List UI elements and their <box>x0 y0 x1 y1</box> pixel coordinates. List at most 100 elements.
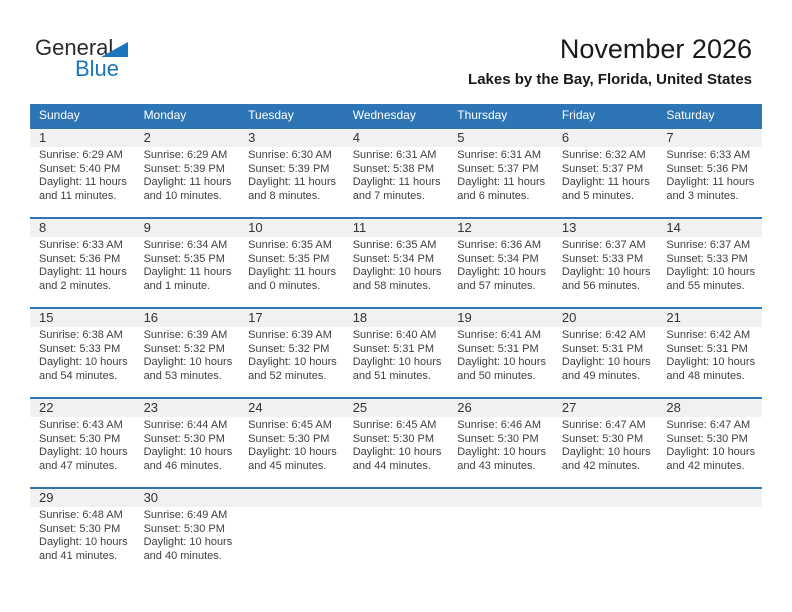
detail-line: Sunrise: 6:34 AM <box>143 239 228 251</box>
detail-line: Sunset: 5:35 PM <box>248 252 330 265</box>
detail-line: Sunset: 5:30 PM <box>352 432 435 445</box>
day-number: 19 <box>457 310 472 325</box>
detail-line: Daylight: 10 hours <box>666 446 756 458</box>
empty-day-cell <box>657 489 762 507</box>
detail-line: Sunrise: 6:33 AM <box>39 239 123 251</box>
weekday-header-friday: Friday <box>561 108 596 122</box>
day-cell-details: Sunrise: 6:29 AM Sunset: 5:40 PM Daylight:… <box>30 147 135 203</box>
detail-line: Daylight: 10 hours <box>457 446 546 458</box>
week-row-3: 15 16 17 18 19 20 21 Sunrise: 6:38 AM Sunset: 5:… <box>30 307 762 397</box>
title-block: November 2026 Lakes by the Bay, Florida,… <box>468 34 752 88</box>
detail-line: Sunrise: 6:35 AM <box>352 239 437 251</box>
day-number: 25 <box>352 400 368 415</box>
page-title: November 2026 <box>559 34 752 64</box>
day-cell-details: Sunrise: 6:33 AM Sunset: 5:36 PM Daylight:… <box>30 237 135 293</box>
week-row-1: 1 2 3 4 5 6 7 Sunrise: 6:29 AM Sunset: 5:40 PM Da… <box>30 127 762 217</box>
detail-line: Sunrise: 6:35 AM <box>248 239 332 251</box>
detail-line: Daylight: 11 hours <box>248 176 336 188</box>
day-cell-details: Sunrise: 6:45 AM Sunset: 5:30 PM Daylight:… <box>344 417 449 473</box>
detail-line: Daylight: 10 hours <box>39 536 128 548</box>
detail-line: Sunset: 5:31 PM <box>561 342 644 355</box>
detail-line: Daylight: 10 hours <box>561 446 651 458</box>
day-number: 5 <box>457 130 465 145</box>
detail-line: Sunrise: 6:48 AM <box>39 509 123 521</box>
detail-line: Sunrise: 6:45 AM <box>352 419 437 431</box>
day-number: 3 <box>248 130 256 145</box>
detail-line: and 41 minutes. <box>39 549 118 562</box>
detail-line: Sunset: 5:34 PM <box>457 252 539 265</box>
detail-line: Daylight: 11 hours <box>143 176 232 188</box>
day-cell-details: Sunrise: 6:45 AM Sunset: 5:30 PM Daylight:… <box>239 417 344 473</box>
detail-line: Sunrise: 6:29 AM <box>39 149 123 161</box>
detail-line: Sunset: 5:39 PM <box>248 162 330 175</box>
detail-line: Daylight: 10 hours <box>352 266 442 278</box>
detail-line: and 11 minutes. <box>39 189 117 202</box>
day-number: 21 <box>666 310 681 325</box>
detail-line: Daylight: 10 hours <box>143 446 233 458</box>
day-number: 22 <box>39 400 54 415</box>
detail-line: and 5 minutes. <box>561 189 634 202</box>
detail-line: Sunset: 5:31 PM <box>666 342 748 355</box>
day-number: 2 <box>143 130 151 145</box>
week-details-row: Sunrise: 6:33 AM Sunset: 5:36 PM Daylight:… <box>30 237 762 293</box>
detail-line: and 58 minutes. <box>352 279 431 292</box>
empty-day-cell <box>448 489 553 507</box>
calendar-grid: Sunday Monday Tuesday Wednesday Thursday Frid… <box>30 104 762 577</box>
detail-line: and 42 minutes. <box>561 459 641 472</box>
detail-line: Sunset: 5:35 PM <box>143 252 225 265</box>
detail-line: Sunrise: 6:38 AM <box>39 329 123 341</box>
day-number: 29 <box>39 490 54 505</box>
day-number: 4 <box>352 130 360 145</box>
day-number: 26 <box>457 400 472 415</box>
detail-line: Sunrise: 6:44 AM <box>143 419 228 431</box>
detail-line: Sunset: 5:33 PM <box>39 342 121 355</box>
detail-line: and 7 minutes. <box>352 189 425 202</box>
day-number-band: 29 30 <box>30 489 762 507</box>
detail-line: Sunset: 5:30 PM <box>39 432 121 445</box>
detail-line: Daylight: 11 hours <box>39 266 127 278</box>
detail-line: Sunrise: 6:42 AM <box>561 329 646 341</box>
day-cell-details: Sunrise: 6:37 AM Sunset: 5:33 PM Daylight:… <box>553 237 658 293</box>
detail-line: Daylight: 10 hours <box>39 356 128 368</box>
detail-line: Daylight: 11 hours <box>457 176 546 188</box>
detail-line: Daylight: 10 hours <box>561 356 651 368</box>
detail-line: and 56 minutes. <box>561 279 641 292</box>
day-number: 1 <box>39 130 47 145</box>
detail-line: Sunset: 5:30 PM <box>143 522 225 535</box>
detail-line: Sunrise: 6:47 AM <box>666 419 751 431</box>
detail-line: Sunset: 5:30 PM <box>39 522 121 535</box>
detail-line: Daylight: 10 hours <box>143 536 233 548</box>
detail-line: Sunset: 5:37 PM <box>561 162 644 175</box>
detail-line: Sunset: 5:30 PM <box>248 432 330 445</box>
day-cell-details: Sunrise: 6:31 AM Sunset: 5:38 PM Daylight:… <box>344 147 449 203</box>
day-cell-details: Sunrise: 6:39 AM Sunset: 5:32 PM Daylight:… <box>239 327 344 383</box>
day-number: 30 <box>143 490 159 505</box>
day-number-band: 1 2 3 4 5 6 7 <box>30 129 762 147</box>
detail-line: Daylight: 10 hours <box>143 356 233 368</box>
detail-line: Daylight: 10 hours <box>248 356 337 368</box>
detail-line: Sunrise: 6:37 AM <box>666 239 751 251</box>
detail-line: Daylight: 10 hours <box>457 356 546 368</box>
detail-line: and 3 minutes. <box>666 189 739 202</box>
day-cell-details <box>344 507 449 563</box>
week-details-row: Sunrise: 6:48 AM Sunset: 5:30 PM Daylight:… <box>30 507 762 563</box>
detail-line: and 55 minutes. <box>666 279 745 292</box>
week-details-row: Sunrise: 6:38 AM Sunset: 5:33 PM Daylight:… <box>30 327 762 383</box>
detail-line: and 46 minutes. <box>143 459 222 472</box>
logo-text-blue: Blue <box>75 56 120 81</box>
detail-line: and 49 minutes. <box>561 369 641 382</box>
detail-line: Sunrise: 6:42 AM <box>666 329 751 341</box>
day-cell-details <box>448 507 553 563</box>
day-number: 11 <box>352 220 367 235</box>
detail-line: and 51 minutes. <box>352 369 431 382</box>
day-number: 28 <box>666 400 681 415</box>
day-number: 10 <box>248 220 263 235</box>
week-details-row: Sunrise: 6:29 AM Sunset: 5:40 PM Daylight:… <box>30 147 762 203</box>
detail-line: and 2 minutes. <box>39 279 112 292</box>
day-number: 14 <box>666 220 681 235</box>
detail-line: Sunrise: 6:31 AM <box>352 149 437 161</box>
detail-line: Sunrise: 6:36 AM <box>457 239 542 251</box>
calendar-weeks: 1 2 3 4 5 6 7 Sunrise: 6:29 AM Sunset: 5:40 PM Da… <box>30 127 762 577</box>
day-cell-details: Sunrise: 6:40 AM Sunset: 5:31 PM Daylight:… <box>344 327 449 383</box>
